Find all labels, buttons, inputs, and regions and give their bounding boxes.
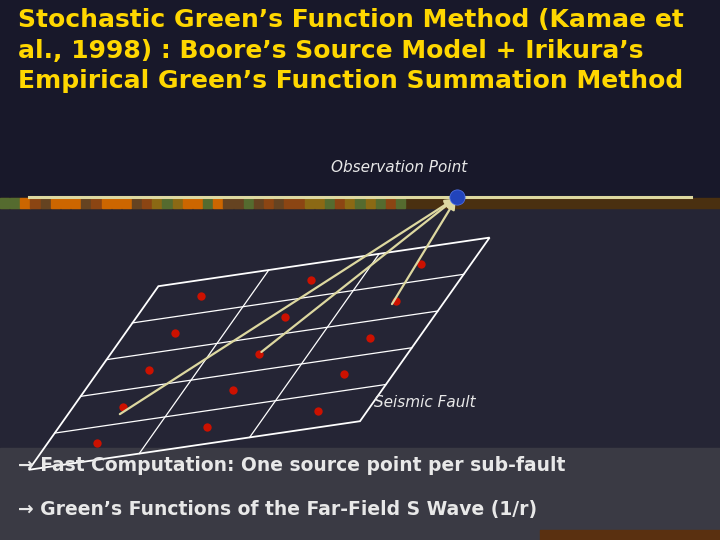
Bar xyxy=(233,198,243,208)
Bar xyxy=(30,198,40,208)
Bar xyxy=(183,198,192,208)
Bar xyxy=(163,198,172,208)
Bar xyxy=(20,198,30,208)
Bar xyxy=(102,198,111,208)
Bar xyxy=(0,198,9,208)
Bar xyxy=(51,198,60,208)
Bar xyxy=(284,198,294,208)
Bar xyxy=(61,198,71,208)
Bar xyxy=(315,198,324,208)
Bar xyxy=(325,198,334,208)
Bar xyxy=(356,198,365,208)
Bar xyxy=(81,198,91,208)
Bar xyxy=(540,530,720,540)
Bar xyxy=(223,198,233,208)
Bar xyxy=(122,198,131,208)
Text: Observation Point: Observation Point xyxy=(331,160,468,176)
Bar xyxy=(203,198,212,208)
Bar xyxy=(173,198,182,208)
Bar xyxy=(396,198,405,208)
Text: Seismic Fault: Seismic Fault xyxy=(374,395,476,410)
Bar xyxy=(345,198,354,208)
Bar xyxy=(213,198,222,208)
Bar xyxy=(153,198,162,208)
Bar xyxy=(264,198,274,208)
Bar xyxy=(0,0,720,200)
Text: Stochastic Green’s Function Method (Kamae et
al., 1998) : Boore’s Source Model +: Stochastic Green’s Function Method (Kama… xyxy=(18,8,684,93)
Bar xyxy=(243,198,253,208)
Bar xyxy=(0,198,720,208)
Bar xyxy=(132,198,141,208)
Bar xyxy=(0,448,720,540)
Text: → Fast Computation: One source point per sub-fault: → Fast Computation: One source point per… xyxy=(18,456,565,475)
Bar xyxy=(0,200,720,448)
Bar xyxy=(91,198,101,208)
Bar xyxy=(254,198,264,208)
Bar xyxy=(376,198,385,208)
Bar xyxy=(305,198,314,208)
Bar xyxy=(10,198,19,208)
Bar xyxy=(142,198,151,208)
Bar xyxy=(386,198,395,208)
Bar xyxy=(294,198,304,208)
Bar xyxy=(335,198,344,208)
Bar xyxy=(40,198,50,208)
Bar xyxy=(193,198,202,208)
Bar xyxy=(274,198,284,208)
Text: → Green’s Functions of the Far-Field S Wave (1/r): → Green’s Functions of the Far-Field S W… xyxy=(18,500,537,518)
Bar xyxy=(366,198,375,208)
Bar xyxy=(112,198,121,208)
Bar xyxy=(71,198,81,208)
